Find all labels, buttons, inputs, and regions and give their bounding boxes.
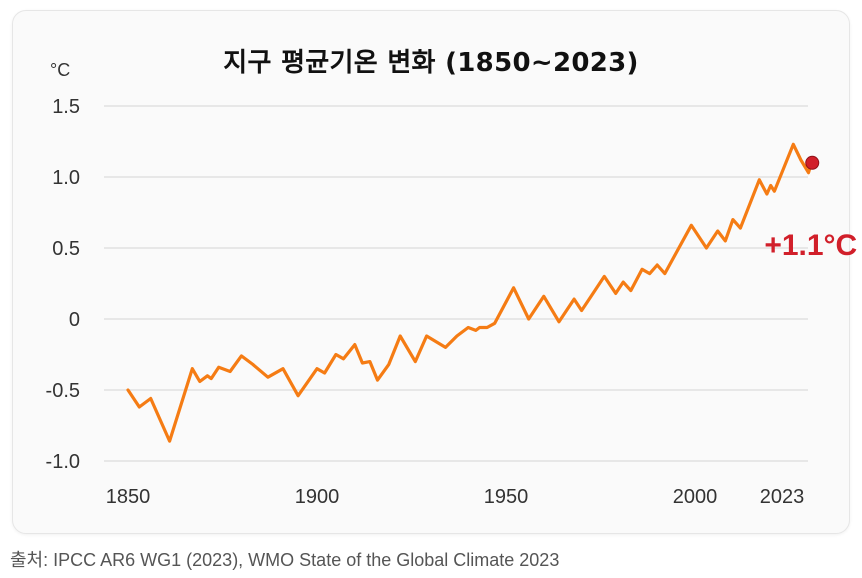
y-tick-label: 1.5 bbox=[52, 96, 80, 118]
latest-value-marker bbox=[805, 155, 820, 170]
y-tick-label: -1.0 bbox=[46, 451, 80, 473]
y-axis-unit: °C bbox=[50, 60, 71, 80]
x-axis-ticks: 1850 1900 1950 2000 2023 bbox=[106, 486, 805, 508]
y-axis-ticks: 1.5 1.0 0.5 0 -0.5 -1.0 bbox=[46, 96, 80, 473]
warming-annotation: +1.1°C bbox=[764, 229, 857, 262]
chart-title: 지구 평균기온 변화 (1850~2023) bbox=[223, 48, 639, 78]
x-tick-label: 2023 bbox=[760, 486, 805, 508]
y-tick-label: 0.5 bbox=[52, 238, 80, 260]
grid-lines bbox=[104, 105, 808, 462]
y-tick-label: -0.5 bbox=[46, 380, 80, 402]
source-note: 출처: IPCC AR6 WG1 (2023), WMO State of th… bbox=[10, 550, 560, 570]
series-layer bbox=[126, 142, 820, 443]
chart-card bbox=[12, 10, 850, 534]
y-tick-label: 0 bbox=[69, 309, 80, 331]
x-tick-label: 1850 bbox=[106, 486, 151, 508]
temperature-line bbox=[126, 142, 814, 443]
x-tick-label: 1950 bbox=[484, 486, 529, 508]
annotation-layer: +1.1°C bbox=[764, 229, 857, 262]
x-tick-label: 2000 bbox=[673, 486, 718, 508]
x-tick-label: 1900 bbox=[295, 486, 340, 508]
y-tick-label: 1.0 bbox=[52, 167, 80, 189]
